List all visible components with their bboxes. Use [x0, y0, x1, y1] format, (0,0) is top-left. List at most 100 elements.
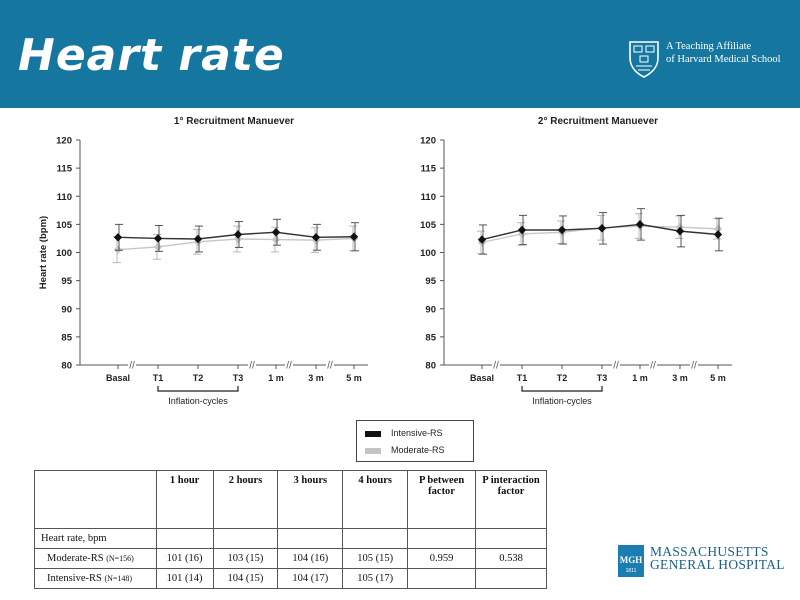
data-point-moderate — [271, 235, 281, 244]
y-tick-label: 85 — [61, 332, 72, 343]
x-tick-label: T1 — [153, 373, 164, 383]
y-tick-label: 105 — [56, 220, 73, 231]
axis-break-mark: // — [613, 361, 619, 372]
data-point-intensive — [517, 225, 527, 235]
axis-break-mark: // — [691, 361, 697, 372]
table-cell: 105 (17) — [342, 568, 409, 589]
mgh-logo-mark: MGH 1811 — [620, 555, 643, 574]
x-tick-label: T2 — [557, 373, 568, 383]
row-label-text: Intensive-RS — [47, 573, 102, 584]
y-tick-label: 105 — [420, 220, 437, 231]
hospital-name: MASSACHUSETTS GENERAL HOSPITAL — [650, 544, 785, 572]
legend-label-intensive: Intensive-RS — [391, 428, 443, 438]
table-cell: 101 (16) — [155, 548, 214, 569]
y-tick-label: 120 — [420, 136, 436, 147]
row-n: (N=156) — [106, 554, 134, 563]
x-tick-label: 3 m — [308, 373, 324, 383]
table-row-label: Moderate-RS (N=156) — [34, 548, 157, 569]
y-tick-label: 95 — [425, 276, 436, 287]
x-tick-label: T1 — [517, 373, 528, 383]
data-point-intensive — [153, 234, 163, 243]
hospital-name-line-1: MASSACHUSETTS — [650, 544, 769, 559]
table-row: Moderate-RS (N=156) 101 (16) 103 (15) 10… — [34, 548, 547, 569]
table-cell: 103 (15) — [212, 548, 279, 569]
row-n: (N=148) — [104, 574, 133, 583]
axis-break-mark: // — [286, 361, 292, 372]
y-tick-label: 90 — [425, 304, 436, 315]
table-cell — [212, 528, 279, 549]
table-header-cell: 1 hour — [155, 470, 214, 529]
y-tick-label: 90 — [61, 304, 72, 315]
axis-break-mark: // — [493, 361, 499, 372]
y-tick-label: 100 — [56, 248, 72, 259]
x-tick-label: 5 m — [710, 373, 726, 383]
table-cell — [407, 528, 477, 549]
header-banner: Heart rate A Teaching Affiliate of Harva… — [0, 0, 800, 108]
hospital-name-line-2: GENERAL HOSPITAL — [650, 557, 785, 572]
x-tick-label: Basal — [106, 373, 130, 383]
mgh-logo-text: MGH — [620, 555, 643, 565]
x-tick-label: 5 m — [346, 373, 362, 383]
inflation-cycles-bracket — [521, 386, 603, 392]
chart-title: 2° Recruitment Manuever — [538, 116, 658, 127]
data-point-intensive — [193, 234, 203, 244]
legend-label-moderate: Moderate-RS — [391, 445, 445, 455]
y-tick-label: 85 — [425, 332, 436, 343]
table-section-row: Heart rate, bpm — [34, 528, 547, 549]
table-row-label: Intensive-RS (N=148) — [34, 568, 157, 589]
y-tick-label: 115 — [57, 164, 73, 175]
affiliation-line-1: A Teaching Affiliate — [666, 41, 752, 52]
y-tick-label: 110 — [421, 192, 436, 203]
table-header-cell: P interaction factor — [475, 470, 547, 529]
data-point-intensive — [557, 225, 567, 235]
data-point-intensive — [597, 224, 607, 233]
y-tick-label: 115 — [421, 164, 437, 175]
data-point-moderate — [153, 242, 163, 252]
harvard-shield-icon — [629, 41, 659, 78]
data-point-intensive — [713, 230, 723, 239]
heart-rate-table: 1 hour 2 hours 3 hours 4 hours P between… — [34, 470, 547, 589]
data-point-intensive — [477, 235, 487, 244]
inflation-cycles-bracket — [157, 386, 239, 392]
table-cell — [277, 528, 344, 549]
y-tick-label: 100 — [420, 248, 436, 259]
table-header-cell — [34, 470, 157, 529]
legend-item-intensive: Intensive-RS — [365, 426, 443, 440]
inflation-cycles-label: Inflation-cycles — [168, 396, 228, 406]
table-cell: 0.959 — [407, 548, 477, 569]
x-tick-label: Basal — [470, 373, 494, 383]
mgh-logo: MGH 1811 — [618, 545, 644, 577]
data-point-intensive — [233, 230, 243, 239]
table-cell: 104 (15) — [212, 568, 279, 589]
data-point-intensive — [271, 228, 281, 237]
y-axis-label: Heart rate (bpm) — [38, 216, 49, 289]
y-tick-label: 95 — [61, 276, 72, 287]
table-header-cell: 3 hours — [277, 470, 344, 529]
table-cell — [155, 528, 214, 549]
x-tick-label: 1 m — [268, 373, 284, 383]
axis-break-mark: // — [249, 361, 255, 372]
table-cell: 105 (15) — [342, 548, 409, 569]
x-tick-label: T3 — [233, 373, 244, 383]
table-cell: 104 (16) — [277, 548, 344, 569]
axis-break-mark: // — [327, 361, 333, 372]
legend-swatch-intensive — [365, 430, 381, 437]
table-header-cell: 2 hours — [212, 470, 279, 529]
table-cell — [407, 568, 477, 589]
x-tick-label: T2 — [193, 373, 204, 383]
table-section-label: Heart rate, bpm — [34, 528, 157, 549]
table-cell — [475, 568, 547, 589]
table-header-row: 1 hour 2 hours 3 hours 4 hours P between… — [34, 470, 547, 529]
page-title: Heart rate — [18, 30, 285, 81]
chart-title: 1° Recruitment Manuever — [174, 116, 294, 127]
affiliation-text: A Teaching Affiliate of Harvard Medical … — [666, 40, 781, 66]
table-cell — [342, 528, 409, 549]
chart-legend: Intensive-RS Moderate-RS — [356, 420, 474, 462]
table-cell: 104 (17) — [277, 568, 344, 589]
data-point-moderate — [233, 234, 243, 244]
legend-swatch-moderate — [365, 447, 381, 454]
axis-break-mark: // — [650, 361, 656, 372]
table-cell — [475, 528, 547, 549]
table-header-cell: 4 hours — [342, 470, 409, 529]
chart-recruitment-2: 2° Recruitment Manuever 80 85 90 95 100 105 110… — [420, 116, 732, 406]
